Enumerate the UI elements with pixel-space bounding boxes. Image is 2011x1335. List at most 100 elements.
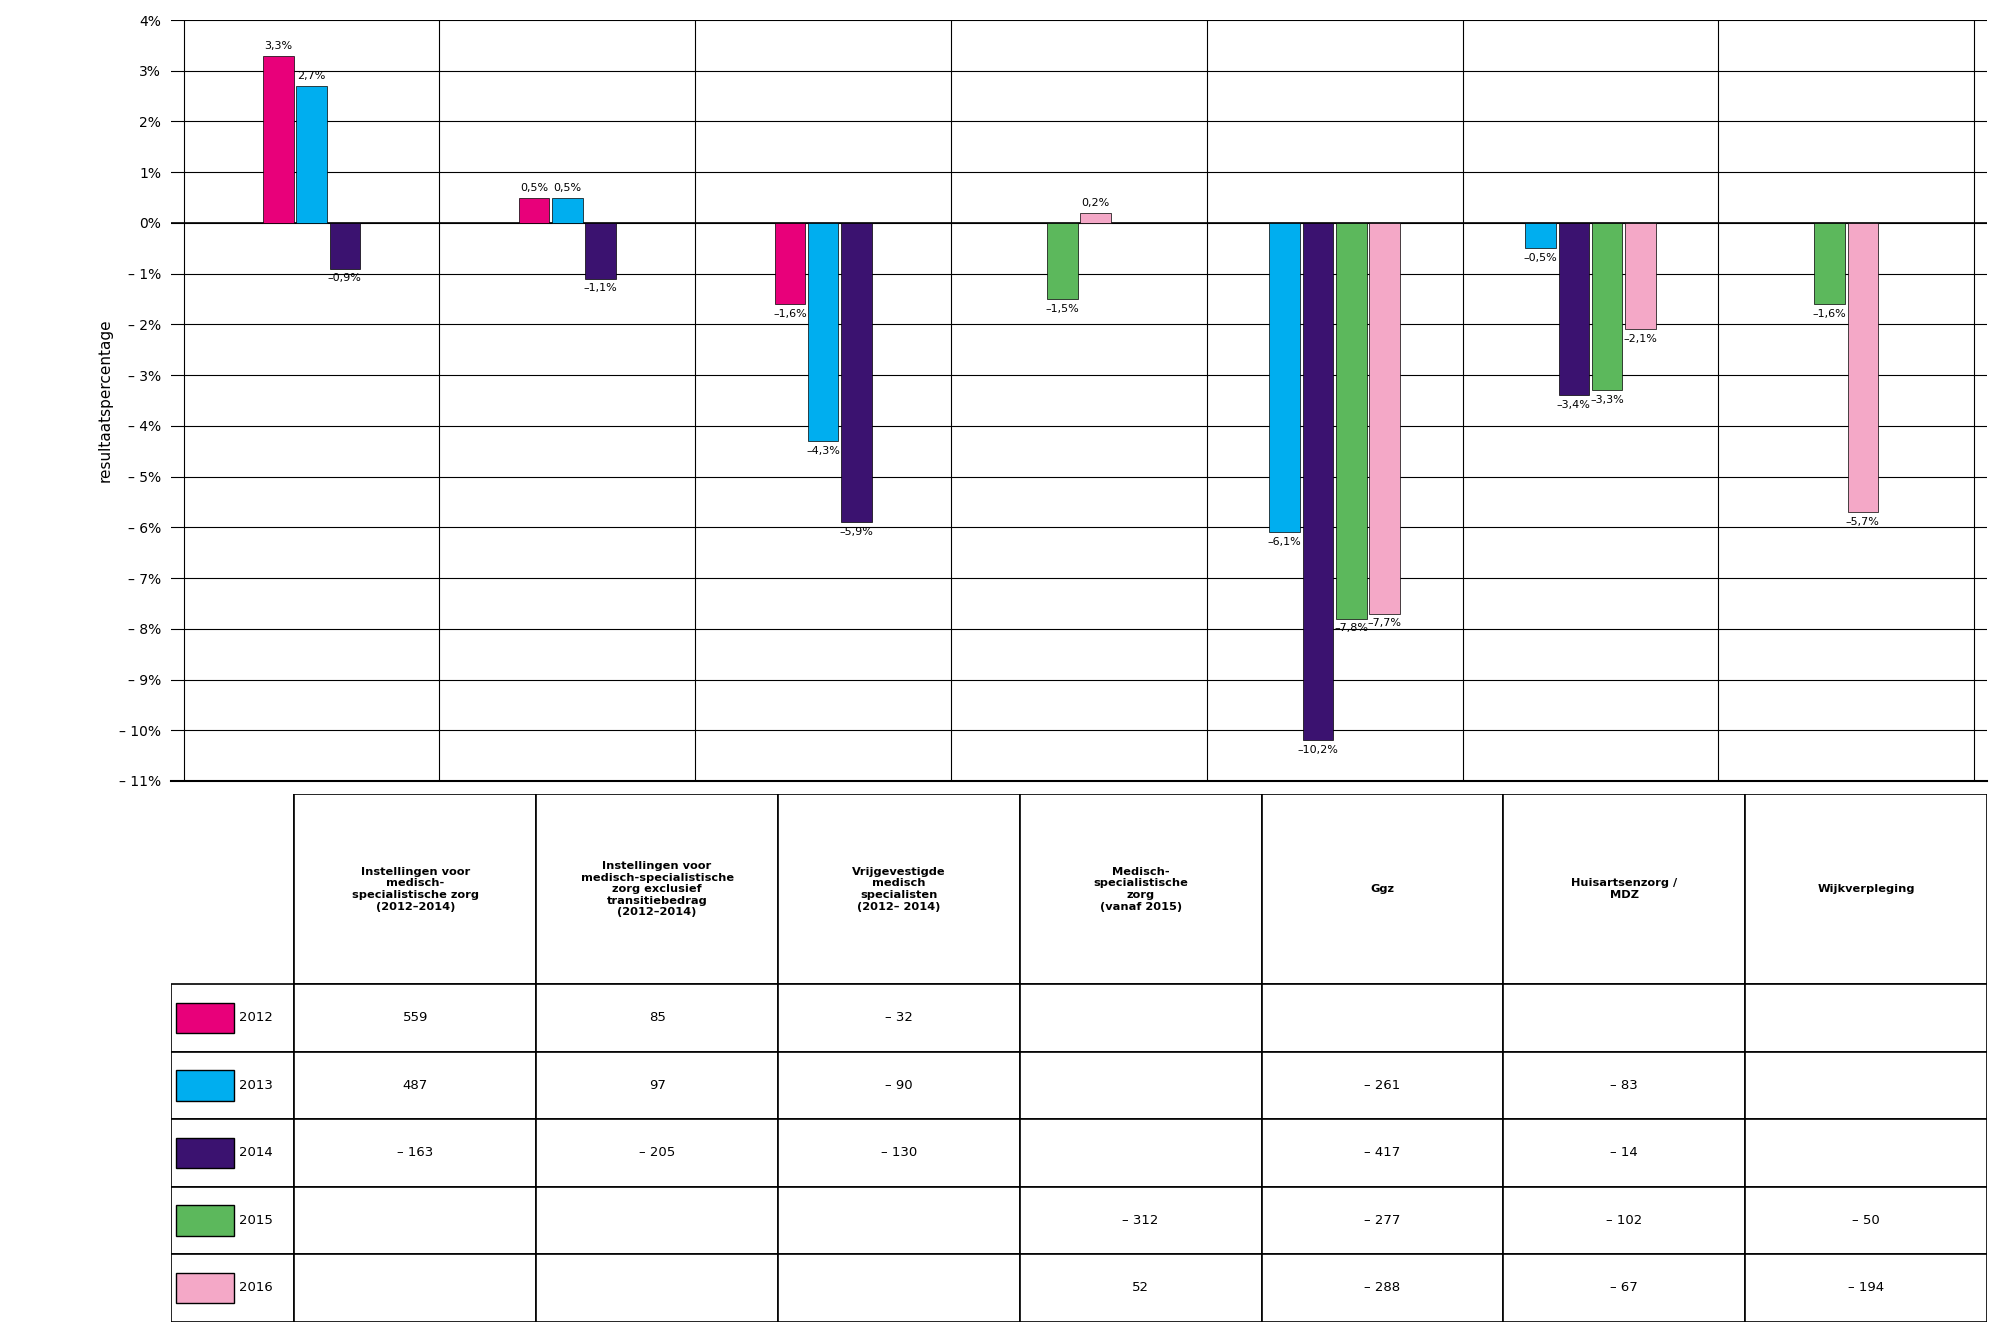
Text: – 130: – 130 <box>881 1147 917 1159</box>
Bar <box>1625 223 1655 330</box>
Text: – 205: – 205 <box>639 1147 676 1159</box>
Bar <box>1020 1187 1261 1254</box>
Bar <box>1848 223 1878 513</box>
Bar <box>1504 1052 1746 1119</box>
Bar <box>294 984 537 1052</box>
Bar <box>294 1187 537 1254</box>
Text: – 261: – 261 <box>1363 1079 1400 1092</box>
Text: Medisch-
specialistische
zorg
(vanaf 2015): Medisch- specialistische zorg (vanaf 201… <box>1094 866 1189 912</box>
Bar <box>537 1187 778 1254</box>
Text: 2014: 2014 <box>239 1147 273 1159</box>
Text: 97: 97 <box>650 1079 666 1092</box>
Text: –1,6%: –1,6% <box>772 308 806 319</box>
Text: 2,7%: 2,7% <box>298 71 326 81</box>
Bar <box>1020 794 1261 984</box>
Bar <box>171 1119 294 1187</box>
Bar <box>1559 223 1589 395</box>
Bar <box>537 794 778 984</box>
Bar <box>1261 794 1504 984</box>
Bar <box>1020 1119 1261 1187</box>
Text: – 277: – 277 <box>1363 1214 1400 1227</box>
Bar <box>1269 223 1299 533</box>
Bar <box>294 1052 537 1119</box>
Bar <box>263 56 294 223</box>
Text: –6,1%: –6,1% <box>1267 537 1301 547</box>
Bar <box>177 1206 233 1236</box>
Text: –7,7%: –7,7% <box>1367 618 1402 629</box>
Text: 0,5%: 0,5% <box>553 183 581 194</box>
Text: 487: 487 <box>402 1079 428 1092</box>
Bar <box>778 1187 1020 1254</box>
Text: – 14: – 14 <box>1611 1147 1639 1159</box>
Bar <box>1080 212 1110 223</box>
Text: 2015: 2015 <box>239 1214 273 1227</box>
Bar <box>1020 984 1261 1052</box>
Bar <box>1746 794 1987 984</box>
Bar <box>1746 1119 1987 1187</box>
Bar <box>537 1052 778 1119</box>
Bar <box>1746 1254 1987 1322</box>
Text: – 90: – 90 <box>885 1079 913 1092</box>
Bar <box>177 1272 233 1303</box>
Text: –1,5%: –1,5% <box>1046 303 1080 314</box>
Bar <box>778 794 1020 984</box>
Bar <box>1261 1119 1504 1187</box>
Bar <box>537 1119 778 1187</box>
Bar <box>1020 1052 1261 1119</box>
Text: –7,8%: –7,8% <box>1333 623 1367 633</box>
Text: 52: 52 <box>1132 1282 1148 1295</box>
Text: –5,9%: –5,9% <box>839 527 873 537</box>
Bar <box>1261 1052 1504 1119</box>
Bar <box>537 1254 778 1322</box>
Text: –1,6%: –1,6% <box>1812 308 1846 319</box>
Text: – 312: – 312 <box>1122 1214 1158 1227</box>
Bar <box>1261 984 1504 1052</box>
Text: –3,3%: –3,3% <box>1591 395 1625 405</box>
Bar <box>1746 1052 1987 1119</box>
Bar <box>1261 1254 1504 1322</box>
Text: 2016: 2016 <box>239 1282 273 1295</box>
Bar <box>330 223 360 268</box>
Bar <box>1261 1187 1504 1254</box>
Bar <box>1504 794 1746 984</box>
Bar <box>294 1254 537 1322</box>
Bar <box>519 198 549 223</box>
Text: 2012: 2012 <box>239 1012 273 1024</box>
Bar <box>1369 223 1400 614</box>
Bar <box>1504 1187 1746 1254</box>
Bar <box>296 85 328 223</box>
Bar <box>774 223 804 304</box>
Text: –5,7%: –5,7% <box>1846 517 1880 527</box>
Bar <box>177 1071 233 1100</box>
Text: – 163: – 163 <box>398 1147 434 1159</box>
Bar <box>585 223 615 279</box>
Bar <box>553 198 583 223</box>
Bar <box>841 223 871 522</box>
Text: Instellingen voor
medisch-
specialistische zorg
(2012–2014): Instellingen voor medisch- specialistisc… <box>352 866 479 912</box>
Text: 0,2%: 0,2% <box>1082 198 1110 208</box>
Text: Instellingen voor
medisch-specialistische
zorg exclusief
transitiebedrag
(2012–2: Instellingen voor medisch-specialistisch… <box>581 861 734 917</box>
Bar <box>778 984 1020 1052</box>
Text: Ggz: Ggz <box>1369 884 1394 894</box>
Text: – 67: – 67 <box>1611 1282 1639 1295</box>
Bar <box>778 1052 1020 1119</box>
Text: 85: 85 <box>650 1012 666 1024</box>
Bar <box>1746 1187 1987 1254</box>
Text: –0,9%: –0,9% <box>328 274 362 283</box>
Text: Vrijgevestigde
medisch
specialisten
(2012– 2014): Vrijgevestigde medisch specialisten (201… <box>853 866 945 912</box>
Bar <box>171 1187 294 1254</box>
Bar <box>808 223 839 441</box>
Text: – 194: – 194 <box>1848 1282 1884 1295</box>
Bar <box>1504 984 1746 1052</box>
Text: Huisartsenzorg /
MDZ: Huisartsenzorg / MDZ <box>1571 878 1677 900</box>
Bar <box>177 1003 233 1033</box>
Text: –1,1%: –1,1% <box>583 283 617 294</box>
Text: 0,5%: 0,5% <box>521 183 549 194</box>
Bar <box>778 1119 1020 1187</box>
Text: 2013: 2013 <box>239 1079 273 1092</box>
Text: – 50: – 50 <box>1852 1214 1880 1227</box>
Text: – 83: – 83 <box>1611 1079 1639 1092</box>
Bar <box>1335 223 1367 618</box>
Bar <box>778 1254 1020 1322</box>
Text: –3,4%: –3,4% <box>1557 400 1591 410</box>
